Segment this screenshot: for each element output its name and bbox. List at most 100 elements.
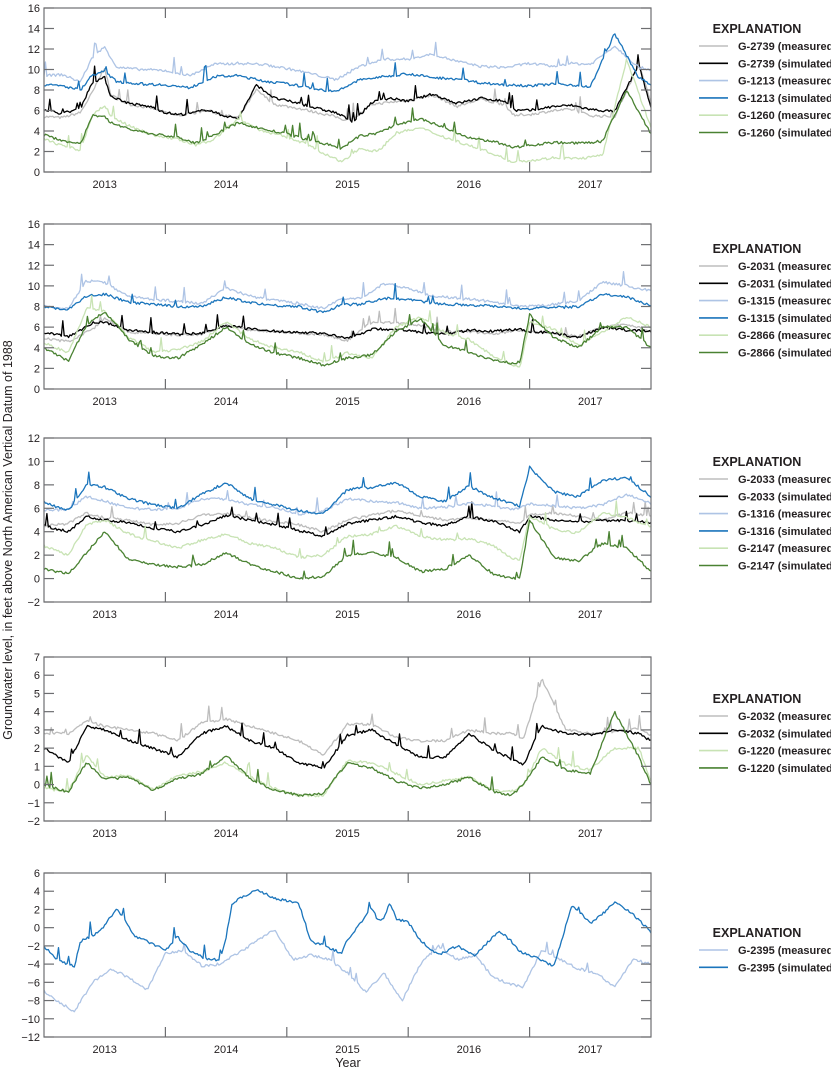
y-tick-label: 6 — [34, 106, 40, 118]
x-tick-label: 2014 — [214, 1044, 238, 1056]
y-tick-label: 10 — [28, 456, 40, 468]
x-tick-label: 2016 — [457, 179, 481, 191]
series-line-g-1260-simulated — [44, 90, 651, 150]
panel-5: −12 −10 −8 −6 −4 −2 0 2 4 6 2013 2014 2015 2016 2017 EX… — [21, 868, 831, 1056]
y-tick-label: 16 — [28, 3, 40, 15]
legend-title: EXPLANATION — [713, 692, 802, 706]
y-tick-label: 4 — [34, 126, 40, 138]
series-line-g-1316-measured — [44, 490, 651, 516]
y-tick-label: 14 — [28, 240, 40, 252]
x-tick-label: 2014 — [214, 179, 238, 191]
x-tick-label: 2013 — [92, 609, 116, 621]
y-tick-label: 3 — [34, 725, 40, 737]
legend-label: G-1213 (measured) — [738, 76, 831, 88]
x-tick-label: 2015 — [335, 179, 359, 191]
series-line-g-2739-simulated — [44, 54, 651, 123]
legend-label: G-1220 (simulated) — [738, 763, 831, 775]
y-tick-label: 0 — [34, 780, 40, 792]
series-line-g-1315-simulated — [44, 282, 651, 314]
x-tick-label: 2015 — [335, 1044, 359, 1056]
series-line-g-2147-measured — [44, 500, 651, 561]
legend-label: G-2033 (measured) — [738, 474, 831, 486]
legend-label: G-1315 (measured) — [738, 296, 831, 308]
x-tick-label: 2017 — [578, 828, 602, 840]
legend-label: G-2032 (measured) — [738, 711, 831, 723]
y-tick-label: 12 — [28, 44, 40, 56]
legend-label: G-2395 (simulated) — [738, 962, 831, 974]
series-group — [44, 271, 651, 368]
legend-label: G-1315 (simulated) — [738, 313, 831, 325]
x-tick-label: 2015 — [335, 609, 359, 621]
y-tick-label: 2 — [34, 904, 40, 916]
series-line-g-1213-simulated — [44, 33, 651, 93]
series-line-g-2032-measured — [44, 678, 651, 756]
y-tick-label: −4 — [27, 959, 40, 971]
plot-frame — [43, 656, 652, 822]
y-tick-label: 8 — [34, 85, 40, 97]
y-tick-label: 4 — [34, 886, 40, 898]
series-line-g-2866-measured — [44, 295, 651, 368]
legend-label: G-2866 (measured) — [738, 330, 831, 342]
plot-frame — [43, 437, 652, 603]
y-tick-label: 0 — [34, 167, 40, 179]
y-tick-label: 6 — [34, 322, 40, 334]
y-tick-label: 10 — [28, 65, 40, 77]
legend-label: G-2147 (simulated) — [738, 561, 831, 573]
panel-4: −2 −1 0 1 2 3 4 5 6 7 2013 2014 2015 2016 2017 EXPLANAT… — [27, 652, 831, 840]
y-tick-label: 2 — [34, 363, 40, 375]
x-tick-label: 2017 — [578, 609, 602, 621]
series-line-g-1316-simulated — [44, 465, 651, 515]
y-tick-label: 12 — [28, 433, 40, 445]
series-line-g-2395-measured — [44, 929, 651, 1013]
legend: EXPLANATION G-2032 (measured) G-2032 (simu… — [699, 692, 831, 775]
y-tick-label: −6 — [27, 977, 40, 989]
panel-3: −2 0 2 4 6 8 10 12 2013 2014 2015 2016 2017 EXPLANATI… — [27, 433, 831, 621]
y-tick-label: 2 — [34, 550, 40, 562]
x-tick-label: 2013 — [92, 396, 116, 408]
y-tick-label: 4 — [34, 343, 40, 355]
x-tick-label: 2013 — [92, 1044, 116, 1056]
y-tick-label: 4 — [34, 707, 40, 719]
y-tick-label: −10 — [21, 1014, 40, 1026]
legend-title: EXPLANATION — [713, 455, 802, 469]
x-tick-label: 2013 — [92, 828, 116, 840]
series-line-g-2866-simulated — [44, 312, 651, 367]
y-tick-label: 10 — [28, 281, 40, 293]
y-tick-label: 4 — [34, 527, 40, 539]
legend-title: EXPLANATION — [713, 22, 802, 36]
legend-label: G-2031 (simulated) — [738, 278, 831, 290]
x-tick-label: 2017 — [578, 396, 602, 408]
x-tick-label: 2014 — [214, 828, 238, 840]
y-tick-label: −2 — [27, 816, 40, 828]
x-tick-label: 2014 — [214, 609, 238, 621]
y-tick-label: 1 — [34, 761, 40, 773]
series-group — [44, 465, 651, 580]
legend-label: G-2031 (measured) — [738, 261, 831, 273]
y-tick-label: 5 — [34, 688, 40, 700]
y-tick-label: 2 — [34, 743, 40, 755]
series-line-g-1315-measured — [44, 271, 651, 311]
legend-title: EXPLANATION — [713, 926, 802, 940]
y-tick-label: 7 — [34, 652, 40, 664]
y-tick-label: 8 — [34, 302, 40, 314]
legend-label: G-1316 (measured) — [738, 509, 831, 521]
series-line-g-2032-simulated — [44, 722, 651, 769]
y-tick-label: 6 — [34, 868, 40, 880]
y-tick-label: 0 — [34, 574, 40, 586]
legend-label: G-1316 (simulated) — [738, 526, 831, 538]
series-line-g-1220-measured — [44, 746, 651, 798]
legend-title: EXPLANATION — [713, 242, 802, 256]
y-tick-label: 2 — [34, 147, 40, 159]
legend-label: G-1260 (simulated) — [738, 128, 831, 140]
legend-label: G-1213 (simulated) — [738, 93, 831, 105]
y-tick-label: −2 — [27, 597, 40, 609]
y-tick-label: 8 — [34, 480, 40, 492]
series-line-g-2033-measured — [44, 500, 651, 533]
y-tick-label: −12 — [21, 1032, 40, 1044]
y-axis-title: Groundwater level, in feet above North A… — [1, 340, 15, 740]
series-group — [44, 678, 651, 798]
legend-label: G-2147 (measured) — [738, 543, 831, 555]
legend: EXPLANATION G-2031 (measured) G-2031 (simu… — [699, 242, 831, 360]
series-line-g-2147-simulated — [44, 519, 651, 580]
